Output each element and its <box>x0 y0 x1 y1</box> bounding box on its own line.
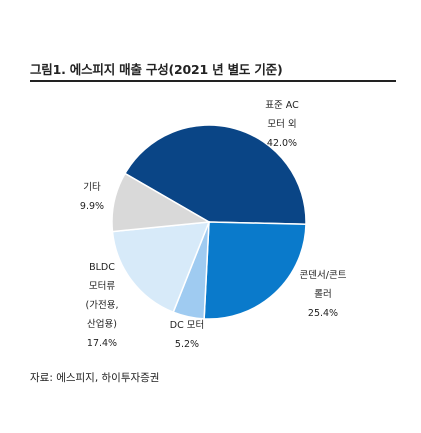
slice-condenser-controller <box>203 221 307 320</box>
slice-value-label: 17.4% <box>86 338 118 349</box>
slice-other <box>111 172 212 233</box>
source-note: 자료: 에스피지, 하이투자증권 <box>30 372 160 384</box>
slice-label-line: 표준 AC <box>265 100 299 111</box>
slice-bldc-motor <box>111 221 211 314</box>
slice-label-line: DC 모터 <box>169 320 205 331</box>
slice-label-line: 모터 외 <box>267 119 297 130</box>
slice-value-label: 25.4% <box>307 308 339 319</box>
slice-label-line: 롤러 <box>314 289 332 300</box>
slice-value-label: 9.9% <box>79 201 105 212</box>
slice-label-line: 산업용) <box>87 319 117 330</box>
slice-label-line: 모터류 <box>88 281 116 292</box>
slice-label-other: 기타 9.9% <box>62 178 122 216</box>
slice-label-line: (가전용, <box>85 300 119 311</box>
slice-label-dc-motor: DC 모터 5.2% <box>152 316 222 354</box>
slice-label-bldc-motor: BLDC 모터류 (가전용, 산업용) 17.4% <box>62 258 142 353</box>
slice-label-line: BLDC <box>89 262 115 273</box>
title-underline <box>30 80 396 82</box>
slice-label-line: 콘덴서/콘트 <box>299 270 347 281</box>
slice-label-condenser-controller: 콘덴서/콘트 롤러 25.4% <box>283 266 363 323</box>
slice-label-standard-ac-motor: 표준 AC 모터 외 42.0% <box>242 96 322 153</box>
slice-value-label: 42.0% <box>266 138 298 149</box>
slice-label-line: 기타 <box>83 182 101 193</box>
chart-title: 그림1. 에스피지 매출 구성(2021 년 별도 기준) <box>30 62 283 77</box>
slice-value-label: 5.2% <box>174 339 200 350</box>
